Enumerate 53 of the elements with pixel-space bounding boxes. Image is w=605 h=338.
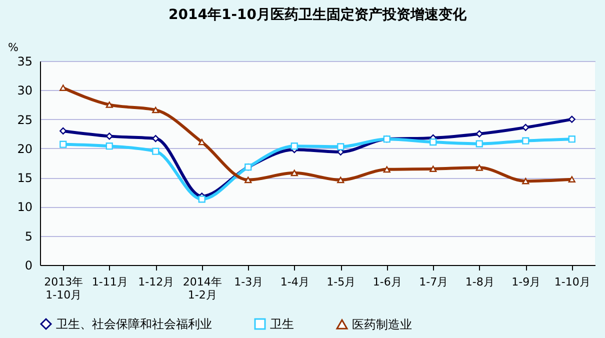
point [430,138,437,146]
x-tick-label: 1-12月 [138,276,174,288]
point [568,136,576,143]
x-tick-label: 1-4月 [280,276,310,288]
y-tick-label: 15 [17,171,32,186]
point [568,176,576,182]
point [60,140,67,148]
x-tick-label: 1-7月 [419,276,448,288]
point [337,143,344,150]
x-tick-label: 1-10月 [554,276,590,288]
y-tick-label: 20 [17,142,32,156]
point [476,140,483,148]
point [198,138,206,146]
point [290,142,298,150]
point [60,127,67,134]
chart-title: 2014年1-10月医药卫生固定资产投资增速变化 [168,6,468,23]
point [383,166,390,173]
point [337,176,344,184]
x-tick-label: 1-6月 [372,276,402,288]
point [244,176,252,184]
point [476,130,483,138]
y-tick-label: 10 [17,200,32,214]
point [476,164,483,171]
legend-label: 医药制造业 [352,317,412,332]
y-tick-label: 0 [24,258,32,272]
point [568,116,576,123]
x-tick-label: 1-3月 [234,276,264,288]
point [152,134,160,142]
legend-label: 卫生 [270,317,294,331]
point [522,178,530,184]
legend-label: 卫生、社会保障和社会福利业 [56,317,212,331]
point [290,170,298,176]
y-tick-label: 25 [17,112,32,127]
x-tick-label: 2013年 1-10月 [44,276,84,302]
point [106,102,113,108]
point [152,148,160,155]
x-tick-label: 1-5月 [326,276,356,288]
point [430,166,437,172]
y-tick-label: 5 [24,229,32,244]
x-tick-label: 1-11月 [92,276,128,288]
point [106,142,113,150]
point [60,84,67,91]
point [152,106,160,114]
point [522,124,530,132]
point [198,196,206,203]
point [522,137,530,144]
x-tick-label: 1-8月 [465,276,494,288]
y-axis-title: % [8,41,18,54]
y-tick-label: 30 [17,84,32,98]
x-tick-label: 1-9月 [512,276,541,288]
x-tick-label: 2014年 1-2月 [182,276,222,302]
y-tick-label: 35 [17,54,32,68]
point [106,132,113,140]
